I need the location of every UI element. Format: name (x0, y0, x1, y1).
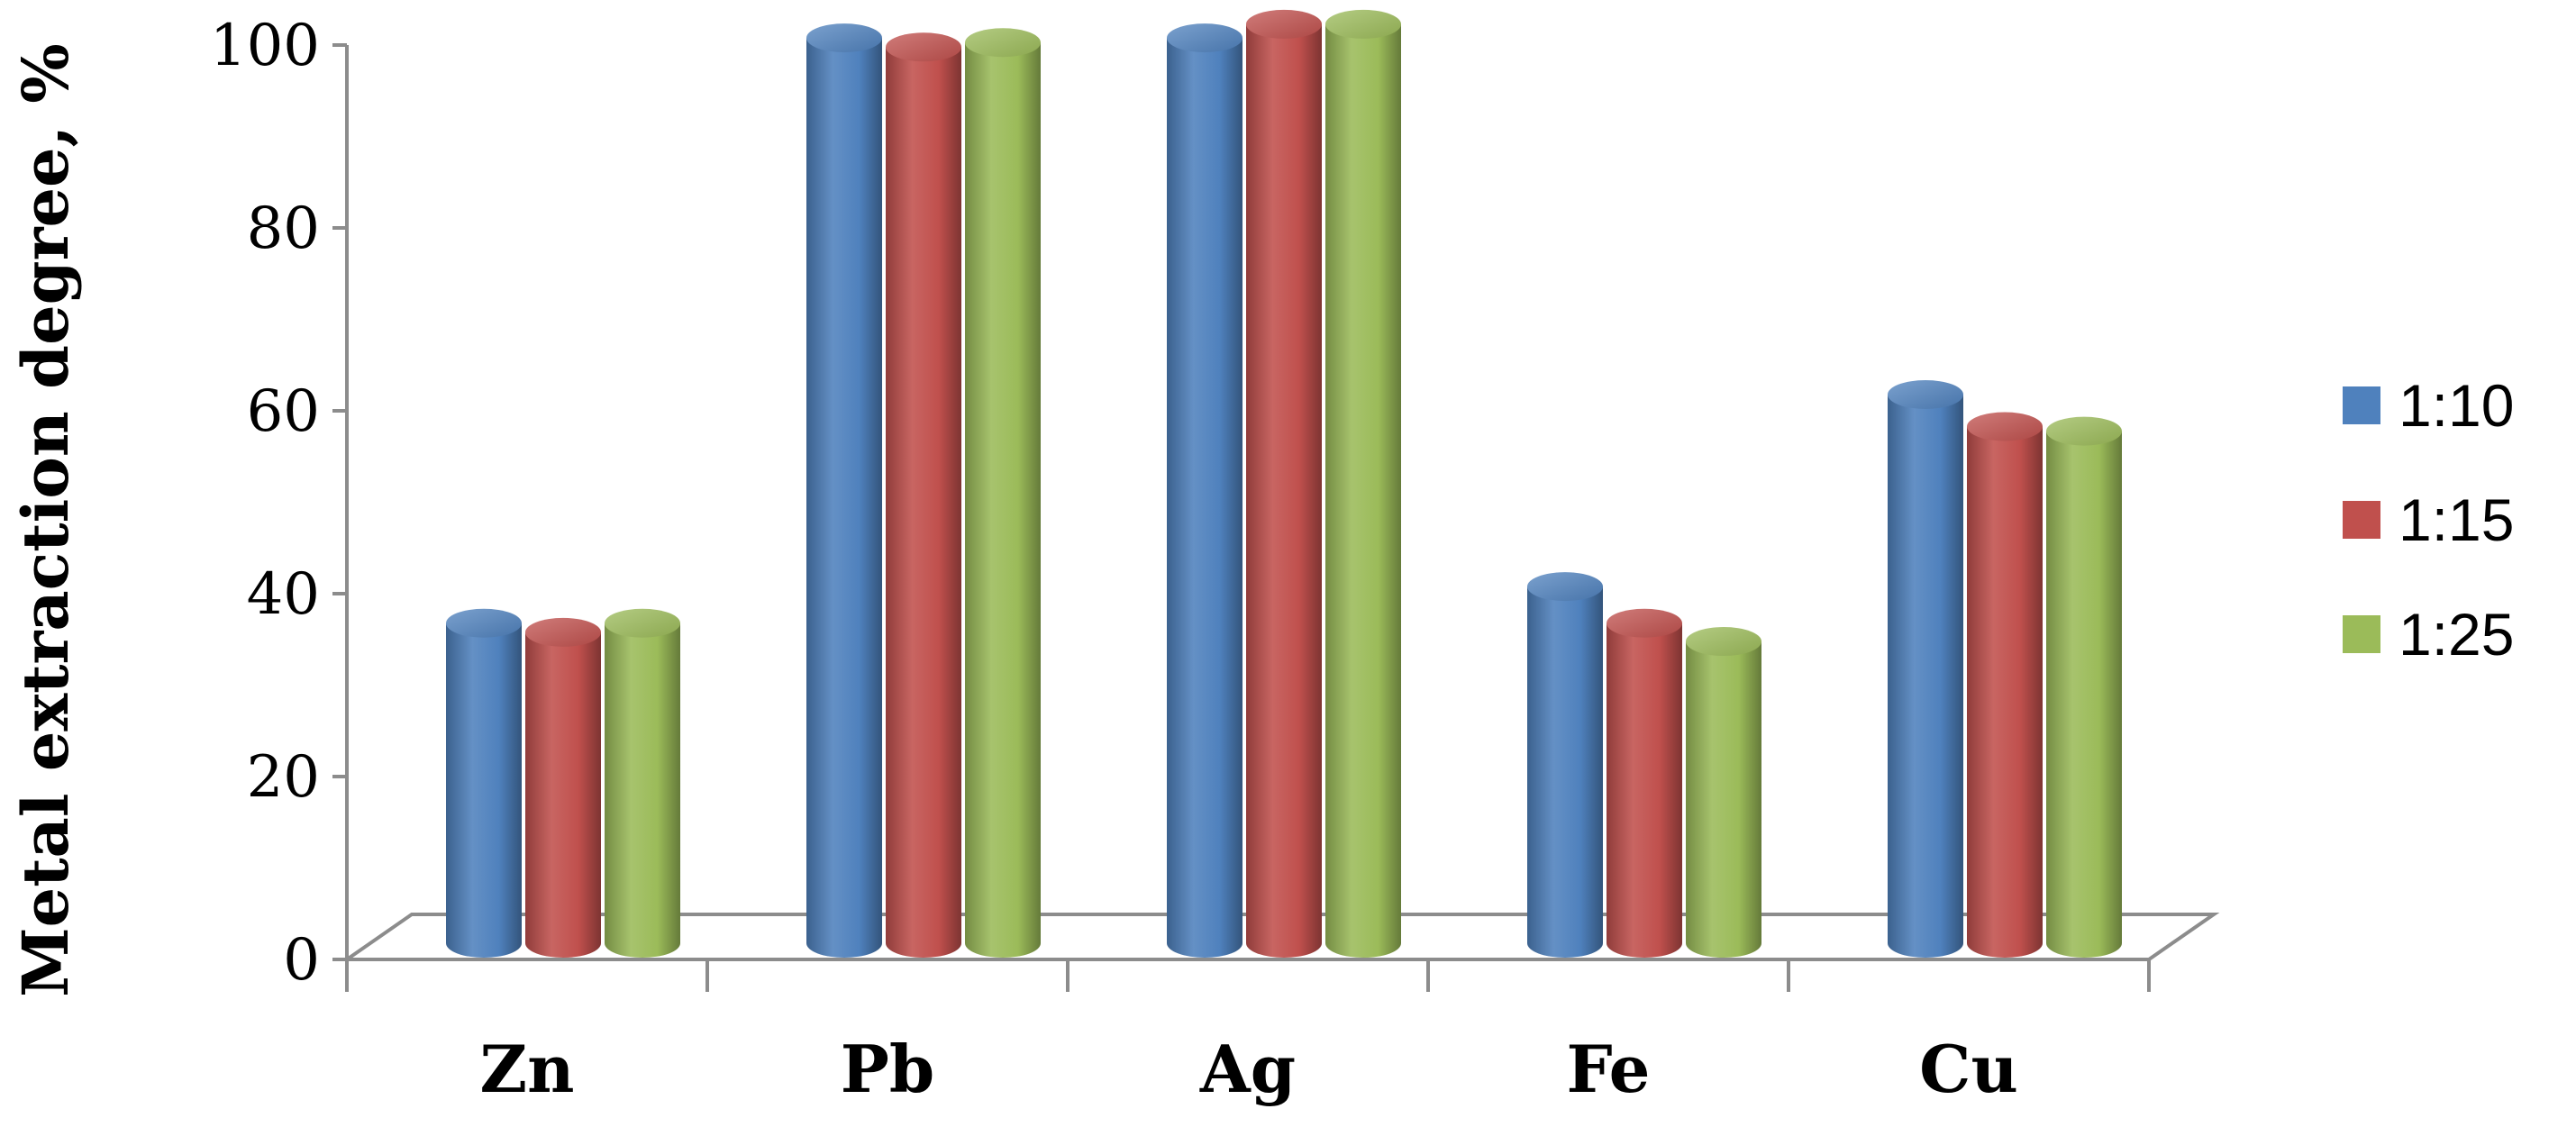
bar-Zn-1:15 (525, 617, 601, 958)
bar-Cu-1:10 (1888, 380, 1963, 958)
bar-Ag-1:15 (1246, 9, 1322, 958)
bar-body (806, 38, 882, 958)
legend-label: 1:10 (2399, 372, 2514, 439)
bar-Fe-1:25 (1686, 627, 1761, 958)
bar-cap (2046, 416, 2122, 446)
bar-cap (1246, 9, 1322, 39)
legend-item-1:25: 1:25 (2343, 601, 2514, 668)
x-category-label: Pb (841, 1031, 934, 1107)
bar-Pb-1:15 (886, 32, 961, 959)
bar-cap (525, 617, 601, 647)
bar-cap (1325, 9, 1401, 39)
y-tick-label: 80 (247, 195, 320, 262)
bar-Ag-1:10 (1167, 23, 1242, 958)
legend-swatch (2343, 615, 2380, 653)
y-axis-title: Metal extraction degree, % (8, 43, 83, 997)
bar-body (1607, 623, 1682, 958)
bar-body (1527, 586, 1603, 958)
x-category-label: Fe (1567, 1031, 1651, 1107)
legend-label: 1:15 (2399, 486, 2514, 553)
y-tick-label: 20 (247, 744, 320, 811)
bar-Ag-1:25 (1325, 9, 1401, 958)
bar-cap (1167, 23, 1242, 53)
bar-Cu-1:25 (2046, 416, 2122, 959)
labels: 0 20 40 60 80 100 Zn Pb Ag Fe Cu Metal extraction d… (8, 13, 2018, 1107)
bar-body (1325, 23, 1401, 958)
bar-cap (806, 23, 882, 53)
bar-body (2046, 431, 2122, 959)
bar-body (446, 623, 522, 958)
bar-cap (1967, 412, 2043, 441)
bar-Fe-1:15 (1607, 608, 1682, 958)
bar-body (886, 47, 961, 959)
legend-item-1:15: 1:15 (2343, 486, 2514, 553)
bar-body (525, 632, 601, 958)
legend-label: 1:25 (2399, 601, 2514, 668)
bar-cap (1607, 608, 1682, 638)
bar-Fe-1:10 (1527, 572, 1603, 958)
y-tick-label: 40 (247, 561, 320, 628)
bar-Zn-1:25 (605, 608, 680, 958)
bars (446, 9, 2122, 959)
x-category-label: Zn (480, 1031, 575, 1107)
legend-item-1:10: 1:10 (2343, 372, 2514, 439)
x-category-label: Cu (1919, 1031, 2018, 1107)
x-category-label: Ag (1199, 1031, 1296, 1107)
bar-cap (886, 32, 961, 62)
bar-Pb-1:10 (806, 23, 882, 958)
bar-Cu-1:15 (1967, 412, 2043, 958)
bar-cap (446, 608, 522, 638)
legend: 1:10 1:15 1:25 (2343, 372, 2514, 668)
bar-body (965, 42, 1041, 959)
bar-Zn-1:10 (446, 608, 522, 958)
bar-cap (1527, 572, 1603, 602)
bar-cap (965, 28, 1041, 58)
bar-body (605, 623, 680, 958)
bar-body (1167, 38, 1242, 958)
legend-swatch (2343, 501, 2380, 539)
bar-cap (605, 608, 680, 638)
bar-cap (1888, 380, 1963, 409)
y-tick-label: 0 (283, 927, 320, 994)
y-tick-label: 100 (210, 13, 320, 79)
legend-swatch (2343, 386, 2380, 424)
bar-body (1888, 395, 1963, 958)
bar-body (1686, 641, 1761, 958)
bar-body (1967, 426, 2043, 958)
bar-body (1246, 23, 1322, 958)
y-tick-label: 60 (247, 378, 320, 445)
bar-cap (1686, 627, 1761, 657)
bar-Pb-1:25 (965, 28, 1041, 959)
